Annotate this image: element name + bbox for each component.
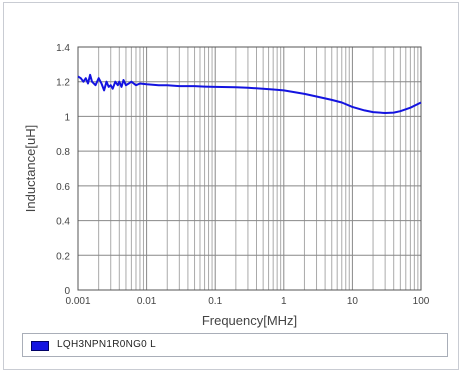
y-tick-label: 0.6 — [56, 182, 70, 193]
y-axis-title: Inductance[uH] — [23, 125, 38, 212]
x-axis-title: Frequency[MHz] — [202, 313, 297, 328]
legend: LQH3NPN1R0NG0 L — [22, 333, 448, 357]
y-tick-label: 0 — [64, 286, 70, 297]
legend-label: LQH3NPN1R0NG0 L — [57, 339, 156, 350]
y-tick-label: 0.4 — [56, 217, 70, 228]
plot-area — [77, 46, 422, 291]
tick-labels: 0 0.2 0.4 0.6 0.8 1 1.2 1.4 0.001 0.01 0.1 1 10 100 — [56, 43, 430, 307]
grid-lines — [77, 46, 421, 291]
x-tick-label: 1 — [281, 296, 287, 307]
series-layer — [77, 73, 422, 114]
y-tick-label: 1.2 — [56, 78, 70, 89]
x-tick-label: 10 — [347, 296, 359, 307]
y-tick-label: 1 — [64, 112, 70, 123]
x-tick-label: 0.01 — [137, 296, 157, 307]
x-tick-label: 100 — [413, 296, 430, 307]
chart-panel: 0 0.2 0.4 0.6 0.8 1 1.2 1.4 0.001 0.01 0.1 1 10 100 F… — [3, 2, 459, 370]
y-tick-label: 0.2 — [56, 251, 70, 262]
y-tick-label: 0.8 — [56, 147, 70, 158]
x-tick-label: 0.1 — [208, 296, 222, 307]
legend-swatch — [31, 341, 49, 351]
series-line-0 — [77, 73, 422, 114]
y-tick-label: 1.4 — [56, 43, 70, 54]
x-tick-label: 0.001 — [65, 296, 90, 307]
inductance-chart: 0 0.2 0.4 0.6 0.8 1 1.2 1.4 0.001 0.01 0.1 1 10 100 F… — [23, 43, 430, 328]
